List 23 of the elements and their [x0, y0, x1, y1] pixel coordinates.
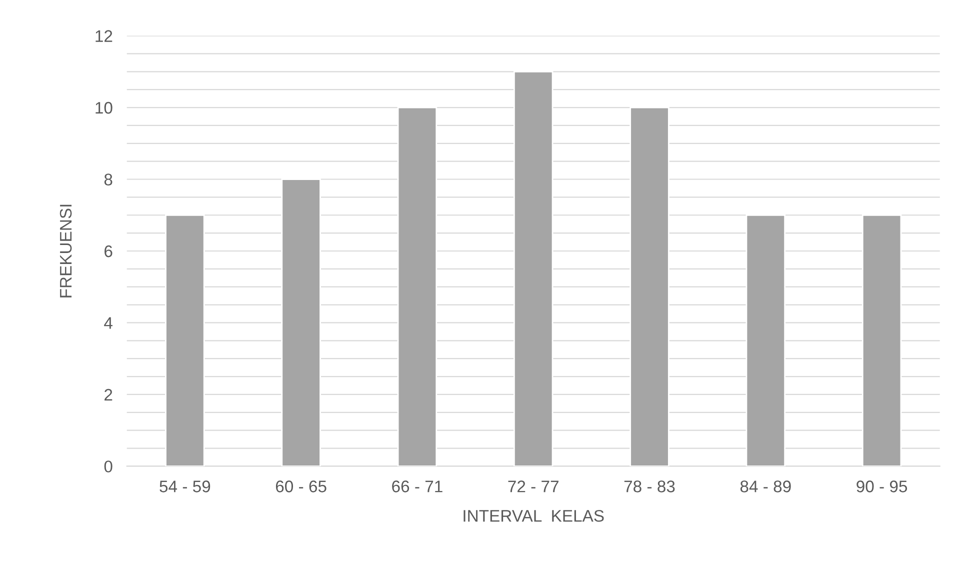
bar [746, 214, 786, 466]
bar [862, 214, 902, 466]
bar [513, 70, 554, 466]
y-tick-label: 4 [104, 317, 112, 329]
y-tick-label: 2 [104, 388, 112, 401]
x-tick-label: 72 - 77 [508, 480, 558, 492]
x-tick-label: 66 - 71 [392, 480, 442, 492]
y-axis-title: FREKUENSI [60, 204, 72, 298]
y-tick-label: 6 [104, 245, 112, 258]
x-tick-label: 84 - 89 [740, 480, 791, 492]
bar [281, 178, 321, 466]
bar [397, 106, 438, 466]
bar [165, 214, 205, 466]
y-tick-label: 8 [104, 174, 112, 186]
y-tick-label: 0 [104, 460, 112, 472]
x-axis-title: INTERVAL KELAS [464, 510, 604, 522]
y-tick-label: 10 [96, 102, 112, 114]
y-tick-label: 12 [96, 30, 112, 42]
x-tick-label: 90 - 95 [856, 480, 908, 492]
bar [630, 106, 670, 466]
x-tick-label: 60 - 65 [276, 480, 326, 492]
x-tick-label: 54 - 59 [160, 480, 210, 492]
x-tick-label: 78 - 83 [624, 480, 675, 492]
